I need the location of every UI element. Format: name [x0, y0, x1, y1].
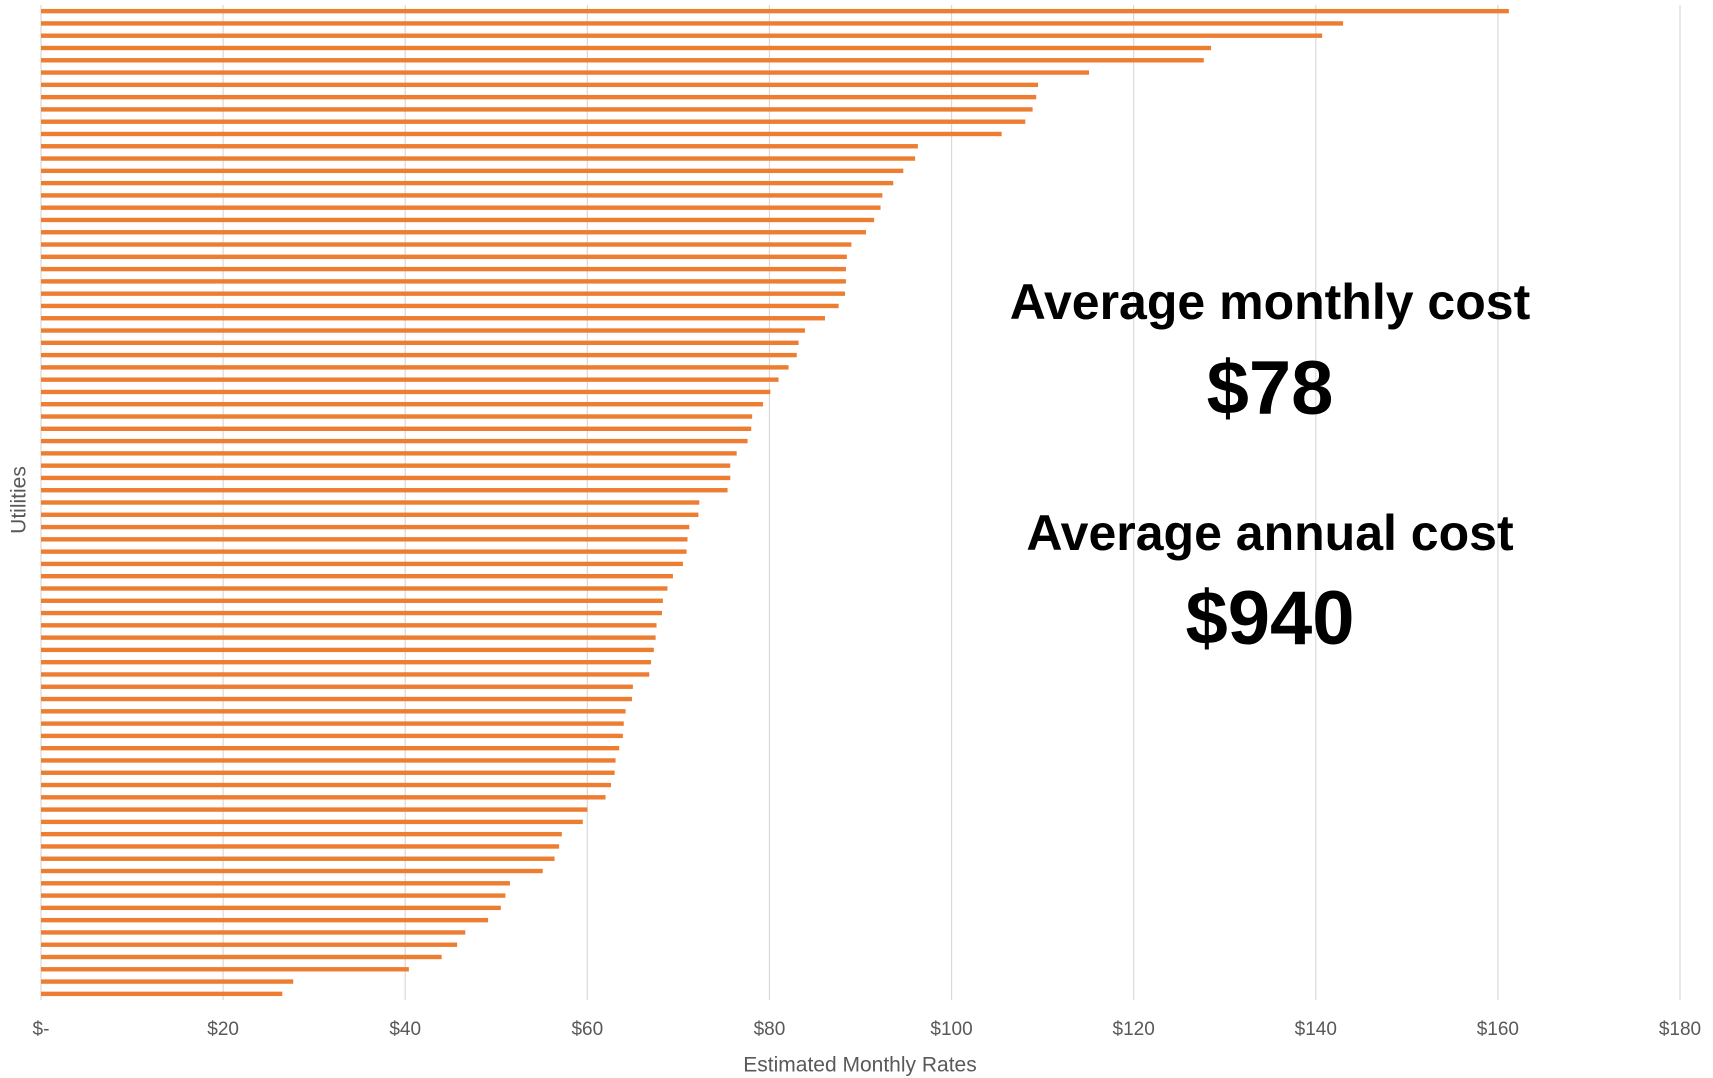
bar [41, 193, 883, 198]
bar [41, 316, 825, 321]
bar [41, 782, 612, 788]
annotation: $78 [1207, 346, 1334, 431]
bar [41, 561, 683, 567]
bar [41, 45, 1212, 51]
bar [41, 21, 1344, 26]
bar [41, 672, 650, 677]
bar [41, 647, 654, 653]
bar [41, 500, 700, 505]
bar [41, 242, 852, 247]
bar [41, 82, 1039, 88]
bar [41, 795, 606, 800]
bar [41, 488, 728, 493]
annotation: $940 [1185, 576, 1354, 661]
x-axis-title: Estimated Monthly Rates [743, 1054, 976, 1077]
bar [41, 586, 668, 591]
bar [41, 991, 283, 997]
bar [41, 180, 894, 186]
bar [41, 745, 620, 751]
bar [41, 537, 688, 542]
bar [41, 930, 466, 935]
bar [41, 70, 1090, 75]
bar [41, 279, 846, 284]
bar [41, 684, 633, 689]
bar [41, 475, 731, 481]
bar [41, 868, 543, 874]
bar [41, 942, 458, 947]
bar [41, 119, 1026, 124]
bar [41, 205, 881, 210]
bar [41, 402, 764, 407]
bar [41, 107, 1033, 112]
bar [41, 414, 753, 419]
bar [41, 352, 797, 358]
bar [41, 217, 875, 223]
bar [41, 844, 560, 849]
bar [41, 291, 846, 296]
bar [41, 856, 555, 861]
y-axis-title: Utilities [8, 466, 31, 534]
bar [41, 574, 673, 579]
bar [41, 610, 662, 616]
bar [41, 819, 583, 825]
bar [41, 623, 657, 628]
x-tick-label: $20 [207, 1019, 239, 1040]
bar [41, 156, 916, 161]
bar [41, 979, 294, 984]
bar [41, 524, 690, 530]
bar [41, 33, 1323, 38]
bar [41, 954, 442, 960]
bar [41, 635, 656, 640]
bar [41, 721, 624, 726]
x-tick-label: $40 [389, 1019, 421, 1040]
x-tick-label: $120 [1113, 1019, 1155, 1040]
bar [41, 696, 632, 702]
bar [41, 709, 626, 714]
bar [41, 807, 588, 812]
bar [41, 377, 779, 382]
bar [41, 328, 805, 333]
bar [41, 512, 699, 517]
x-tick-label: $60 [571, 1019, 603, 1040]
bar [41, 905, 501, 911]
bar [41, 549, 687, 554]
bar [41, 389, 771, 395]
bar [41, 770, 615, 775]
annotation: Average annual cost [1026, 505, 1514, 561]
bar [41, 340, 799, 346]
x-tick-label: $160 [1477, 1019, 1519, 1040]
bar [41, 831, 562, 837]
x-tick-label: $180 [1659, 1019, 1701, 1040]
bar [41, 917, 489, 923]
x-tick-label: $100 [930, 1019, 972, 1040]
bar [41, 733, 623, 739]
annotation: Average monthly cost [1010, 274, 1531, 330]
bar [41, 967, 409, 972]
bar [41, 254, 847, 260]
bar [41, 659, 652, 665]
x-tick-label: $80 [754, 1019, 786, 1040]
bar [41, 365, 789, 370]
bar [41, 758, 616, 763]
bar [41, 438, 748, 444]
bar [41, 230, 866, 235]
bar [41, 426, 752, 431]
bar [41, 8, 1509, 14]
x-tick-label: $- [33, 1019, 50, 1040]
bar [41, 168, 904, 174]
x-tick-label: $140 [1295, 1019, 1337, 1040]
bar [41, 881, 510, 886]
bar [41, 58, 1204, 63]
bar [41, 598, 663, 603]
bar [41, 266, 846, 272]
bar [41, 893, 506, 898]
bar [41, 303, 839, 309]
bar [41, 144, 918, 149]
bar [41, 94, 1037, 100]
bar [41, 451, 737, 456]
bar [41, 463, 731, 468]
bar [41, 131, 1002, 137]
